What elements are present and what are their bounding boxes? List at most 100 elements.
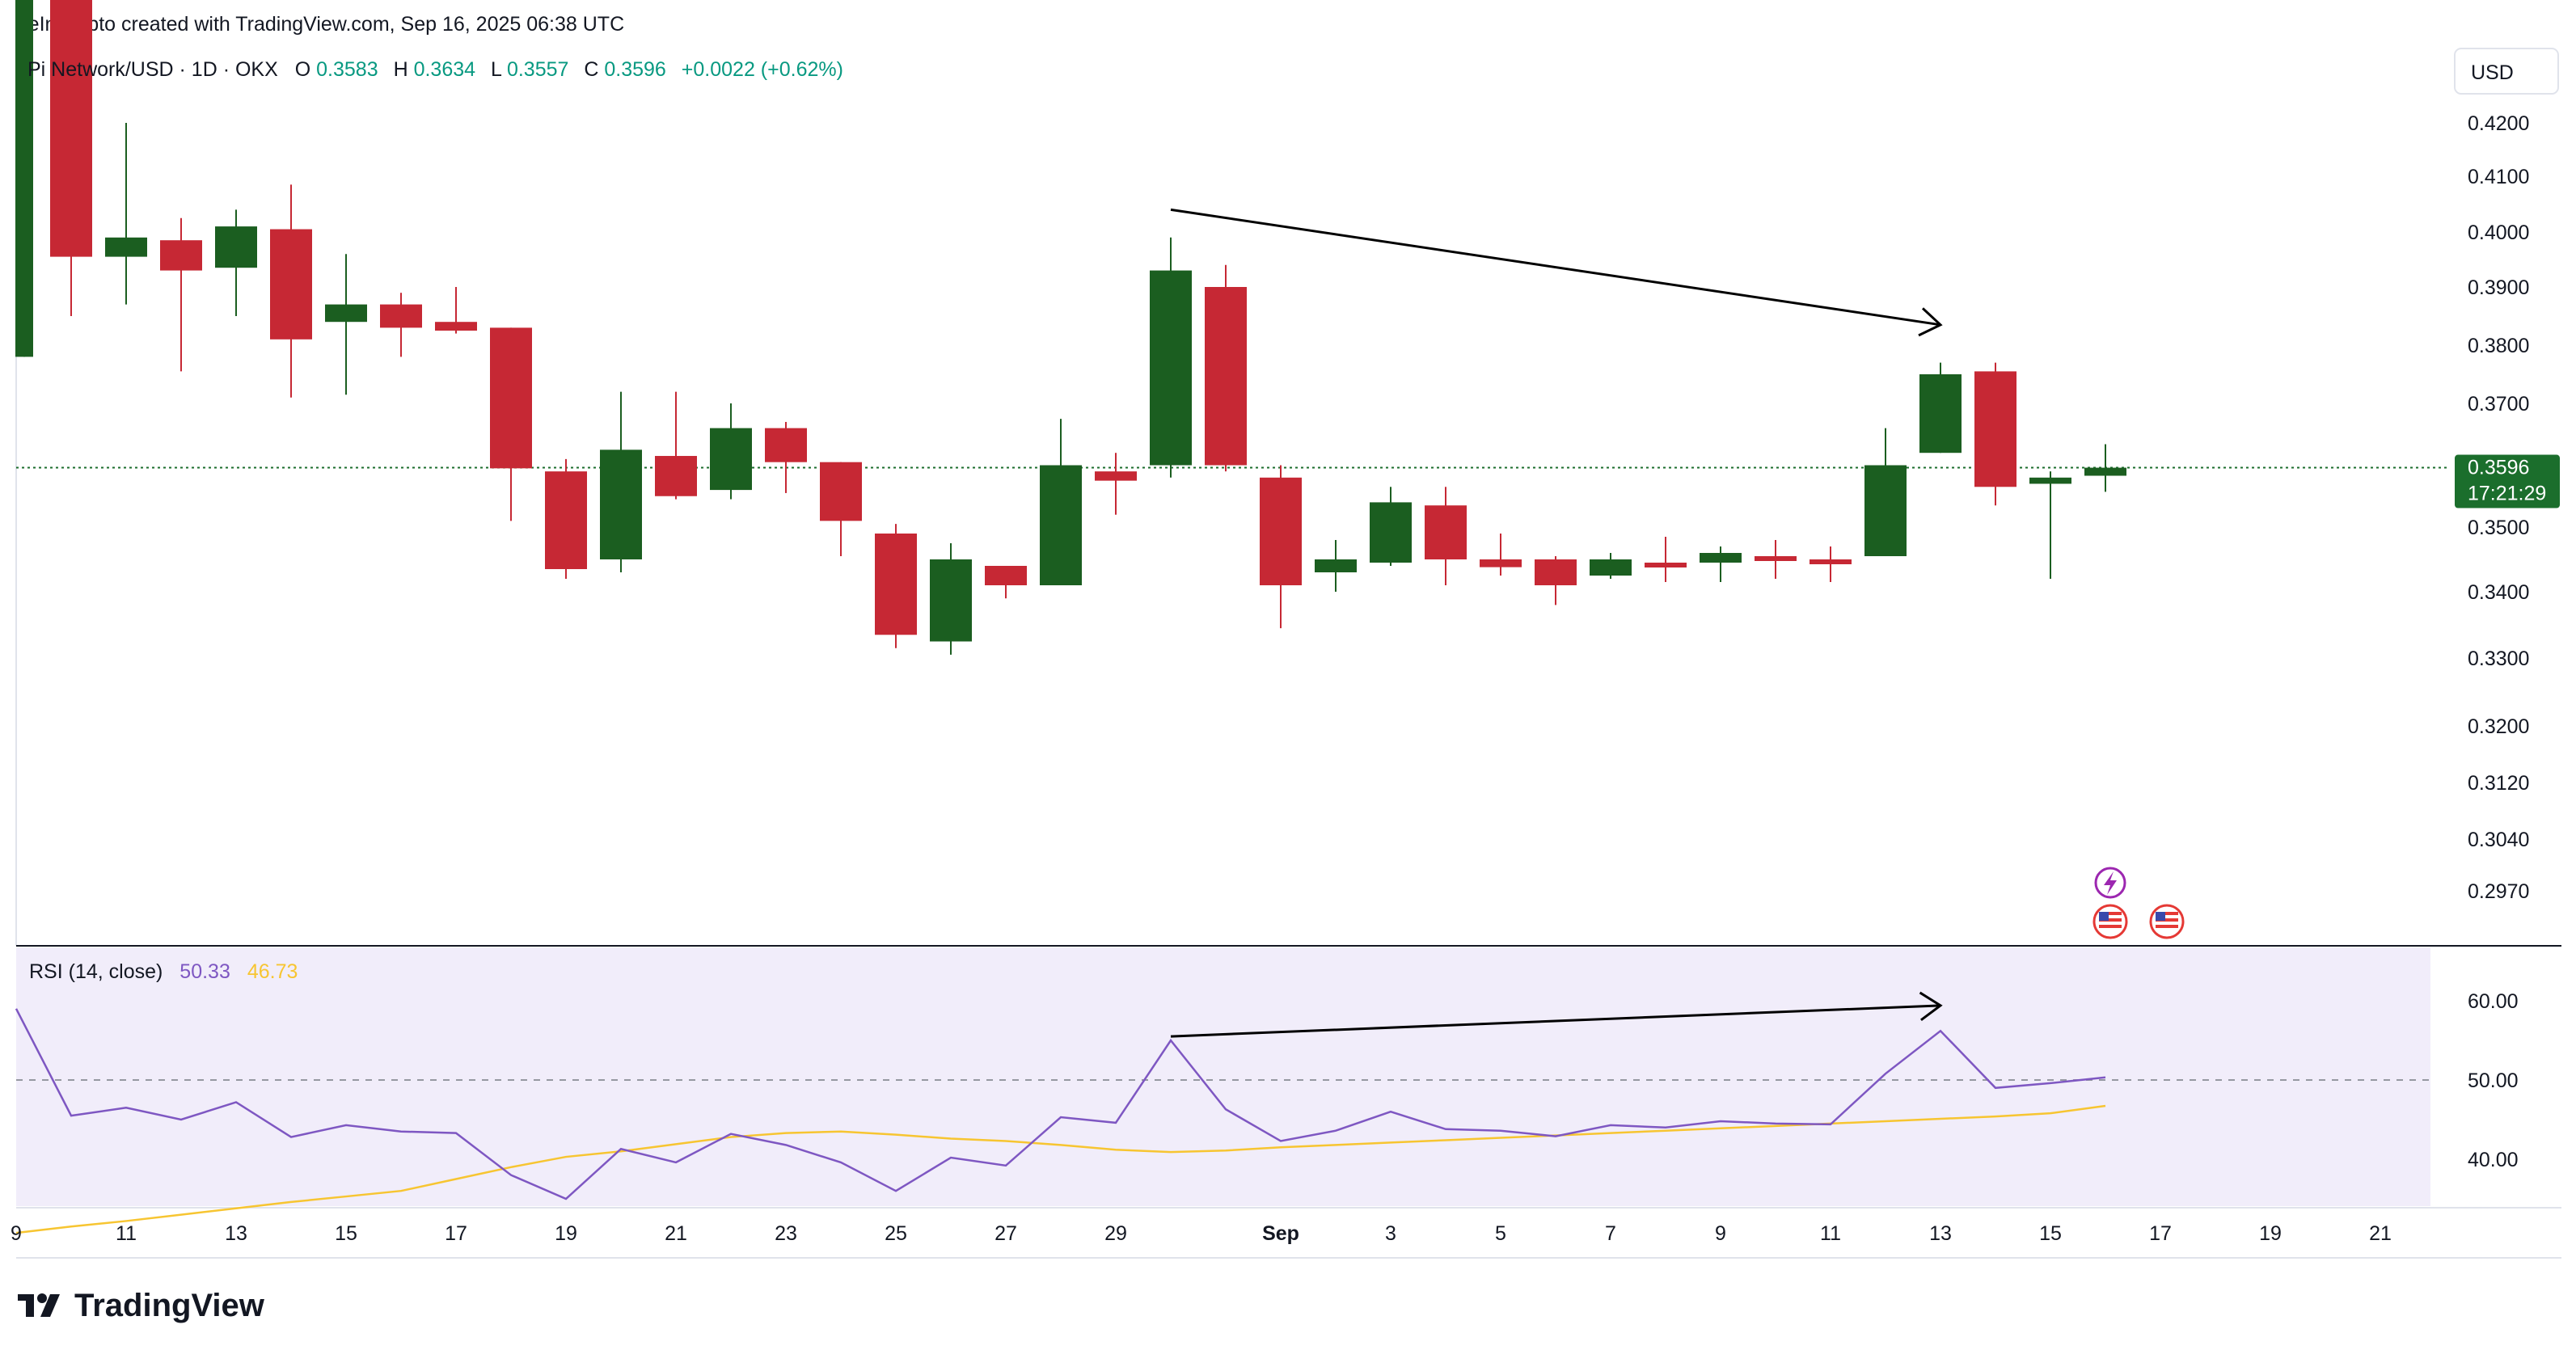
price-tick-label: 0.3800	[2468, 335, 2529, 357]
rsi-ma-value: 46.73	[247, 960, 298, 983]
time-tick-label: 9	[11, 1222, 22, 1245]
tradingview-logo: TradingView	[18, 1288, 265, 1323]
candle-body	[1205, 287, 1247, 466]
candle	[930, 543, 972, 655]
time-tick-label: 5	[1495, 1222, 1506, 1245]
candle	[1645, 537, 1687, 582]
candle-body	[820, 462, 862, 521]
svg-text:Pi Network/USD · 1D · OKX: Pi Network/USD · 1D · OKX O 0.3583 H 0.3…	[27, 58, 843, 81]
candles-layer	[15, 0, 2126, 655]
rsi-legend[interactable]: RSI (14, close) 50.33 46.73	[29, 960, 298, 983]
time-tick-label: 25	[885, 1222, 907, 1245]
candle-body	[655, 456, 697, 496]
candle	[655, 391, 697, 500]
price-pane[interactable]	[15, 42, 2430, 946]
rsi-tick-label: 40.00	[2468, 1149, 2519, 1171]
candle-body	[930, 559, 972, 642]
candle	[1974, 362, 2016, 506]
us-flag-event-icon[interactable]	[2149, 904, 2185, 939]
price-tick-label: 0.3400	[2468, 581, 2529, 604]
price-trend-arrow	[1170, 208, 1943, 337]
candle-body	[1315, 559, 1357, 572]
events-icons[interactable]	[2092, 867, 2185, 939]
candle-body	[1370, 502, 1412, 563]
candle-body	[1040, 465, 1082, 585]
candle-body	[435, 322, 477, 331]
candle-body	[875, 534, 917, 635]
rsi-value: 50.33	[179, 960, 230, 983]
candle-body	[1974, 371, 2016, 487]
candle	[50, 0, 92, 316]
close-value: 0.3596	[604, 58, 665, 81]
candle-body	[215, 226, 257, 268]
arrow-head	[1919, 991, 1943, 1022]
candle	[1810, 546, 1852, 582]
price-tick-label: 0.3200	[2468, 715, 2529, 738]
candle	[325, 254, 367, 395]
rsi-tick-label: 50.00	[2468, 1069, 2519, 1092]
candle-body	[765, 428, 807, 462]
candle	[270, 184, 312, 398]
price-tick-label: 0.4100	[2468, 166, 2529, 188]
candle-body	[2084, 467, 2126, 476]
change-value: +0.0022 (+0.62%)	[682, 58, 843, 81]
candle-body	[1425, 505, 1467, 559]
candle	[1425, 487, 1467, 585]
lightning-event-icon[interactable]	[2094, 867, 2126, 899]
time-tick-label: 17	[2149, 1222, 2172, 1245]
candle	[1260, 465, 1302, 629]
price-tick-label: 0.3120	[2468, 772, 2529, 795]
candle	[1590, 553, 1632, 579]
last-price-value: 0.3596	[2468, 457, 2529, 479]
rsi-ma-line	[15, 1104, 2106, 1234]
price-tick-label: 0.3300	[2468, 648, 2529, 670]
symbol-name: Pi Network/USD · 1D · OKX	[27, 58, 278, 81]
candle	[1040, 419, 1082, 585]
candle-body	[710, 428, 752, 491]
time-tick-label: 27	[995, 1222, 1017, 1245]
price-tick-label: 0.4000	[2468, 221, 2529, 244]
candle	[765, 421, 807, 493]
candle-body	[1535, 559, 1577, 585]
bar-countdown: 17:21:29	[2468, 483, 2546, 505]
candle	[2029, 471, 2071, 579]
time-tick-label: 3	[1385, 1222, 1396, 1245]
time-tick-label: 15	[335, 1222, 357, 1245]
candle	[1205, 264, 1247, 472]
candle-body	[1755, 556, 1797, 561]
candle	[1535, 556, 1577, 605]
tradingview-logo-icon	[18, 1293, 60, 1317]
candle-body	[1919, 374, 1962, 454]
price-tick-label: 0.3500	[2468, 517, 2529, 539]
time-axis[interactable]: 9 11 13 15 17 19 21 23 25 27 29 Sep 3 5 7 9 11 13 15 17 19 21	[11, 1222, 2392, 1245]
price-axis[interactable]: 0.4200 0.4100 0.4000 0.3900 0.3800 0.3700 0.35…	[2468, 112, 2529, 903]
candle	[710, 403, 752, 500]
rsi-label: RSI (14, close)	[29, 960, 163, 983]
candle	[1370, 487, 1412, 566]
candle	[215, 209, 257, 316]
rsi-pane[interactable]	[16, 947, 2430, 1206]
time-tick-label: 15	[2039, 1222, 2062, 1245]
symbol-legend[interactable]: Pi Network/USD · 1D · OKX O 0.3583 H 0.3…	[27, 58, 843, 81]
rsi-axis: 60.00 50.00 40.00	[2468, 990, 2519, 1171]
candle	[985, 566, 1027, 599]
us-flag-event-icon[interactable]	[2092, 904, 2128, 939]
candle	[435, 287, 477, 334]
price-tick-label: 0.2970	[2468, 880, 2529, 903]
price-tick-label: 0.3040	[2468, 829, 2529, 851]
candle-body	[545, 471, 587, 569]
last-price-tag: 0.3596 17:21:29	[2455, 454, 2560, 508]
time-tick-label: 13	[225, 1222, 247, 1245]
candle-body	[1810, 559, 1852, 564]
candle-body	[1260, 477, 1302, 585]
rsi-line	[15, 1008, 2106, 1200]
currency-selector[interactable]: USD	[2454, 48, 2559, 95]
arrow-line	[1170, 208, 1941, 327]
price-tick-label: 0.4200	[2468, 112, 2529, 135]
candle	[380, 293, 422, 357]
candle	[600, 391, 642, 572]
candle	[1864, 428, 1907, 556]
time-tick-label: 19	[555, 1222, 577, 1245]
time-tick-label: 17	[445, 1222, 467, 1245]
